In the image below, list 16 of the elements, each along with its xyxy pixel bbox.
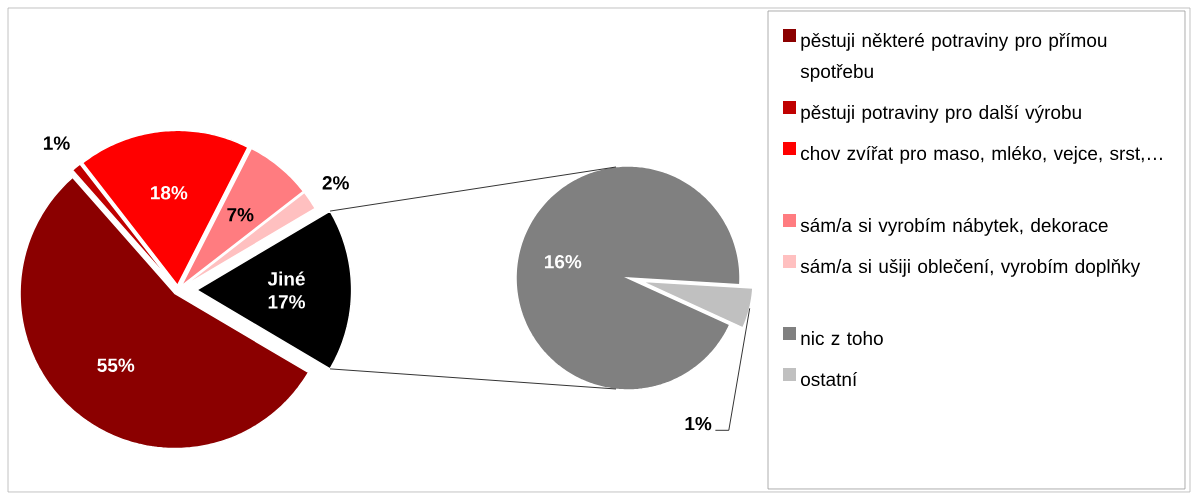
data-label: 16% <box>544 255 582 269</box>
legend-label: sám/a si vyrobím nábytek, dekorace <box>800 217 1108 236</box>
slice-label: Jiné <box>267 271 305 286</box>
legend-label: nic z toho <box>801 331 883 346</box>
legend-label: pěstuji potraviny pro další výrobu <box>801 104 1081 123</box>
legend-label: ostatní <box>801 371 858 387</box>
legend-label: pěstuji některé potraviny pro přímou spotřebu <box>800 32 1107 82</box>
data-label: 7% <box>227 208 254 222</box>
data-label: 18% <box>151 186 188 200</box>
data-label: 17% <box>268 295 306 309</box>
legend-label: chov zvířat pro maso, mléko, vejce, srst,… <box>801 145 1162 164</box>
data-label: 1% <box>685 416 712 431</box>
legend-label: sám/a si ušiji oblečení, vyrobím doplňky <box>800 258 1141 277</box>
data-label: 2% <box>322 176 349 190</box>
data-label: 55% <box>97 358 135 372</box>
data-label: 1% <box>43 136 70 150</box>
